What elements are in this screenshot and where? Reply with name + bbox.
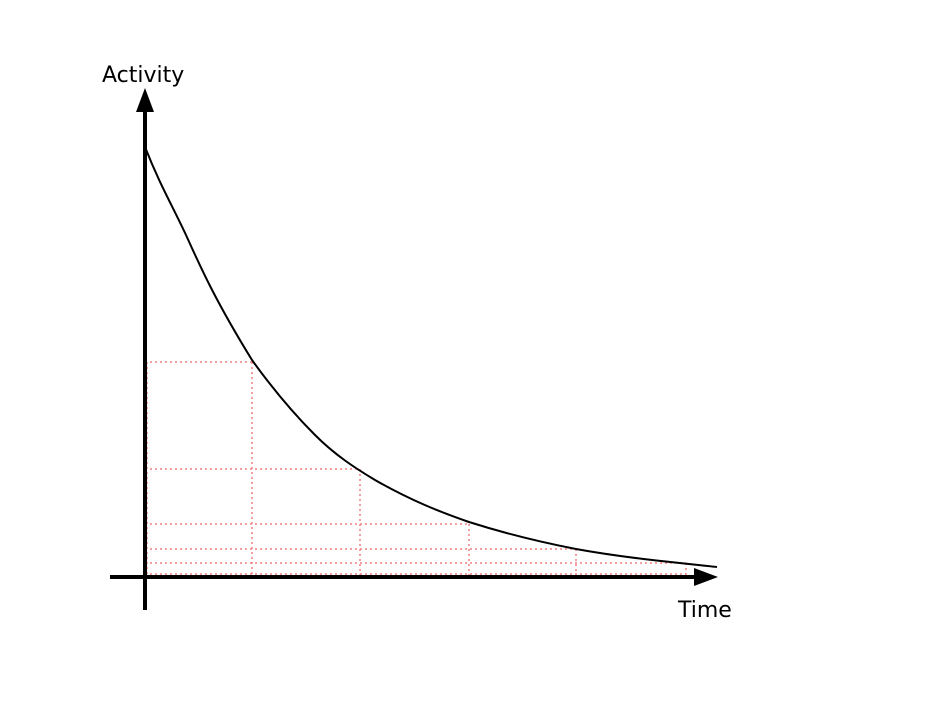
axes [110, 88, 718, 610]
y-axis-label: Activity [102, 63, 184, 88]
y-axis-arrowhead [136, 88, 154, 112]
half-life-guides [145, 361, 687, 577]
decay-curve [144, 146, 718, 568]
x-axis-label: Time [677, 598, 732, 623]
x-axis-arrowhead [694, 568, 718, 586]
